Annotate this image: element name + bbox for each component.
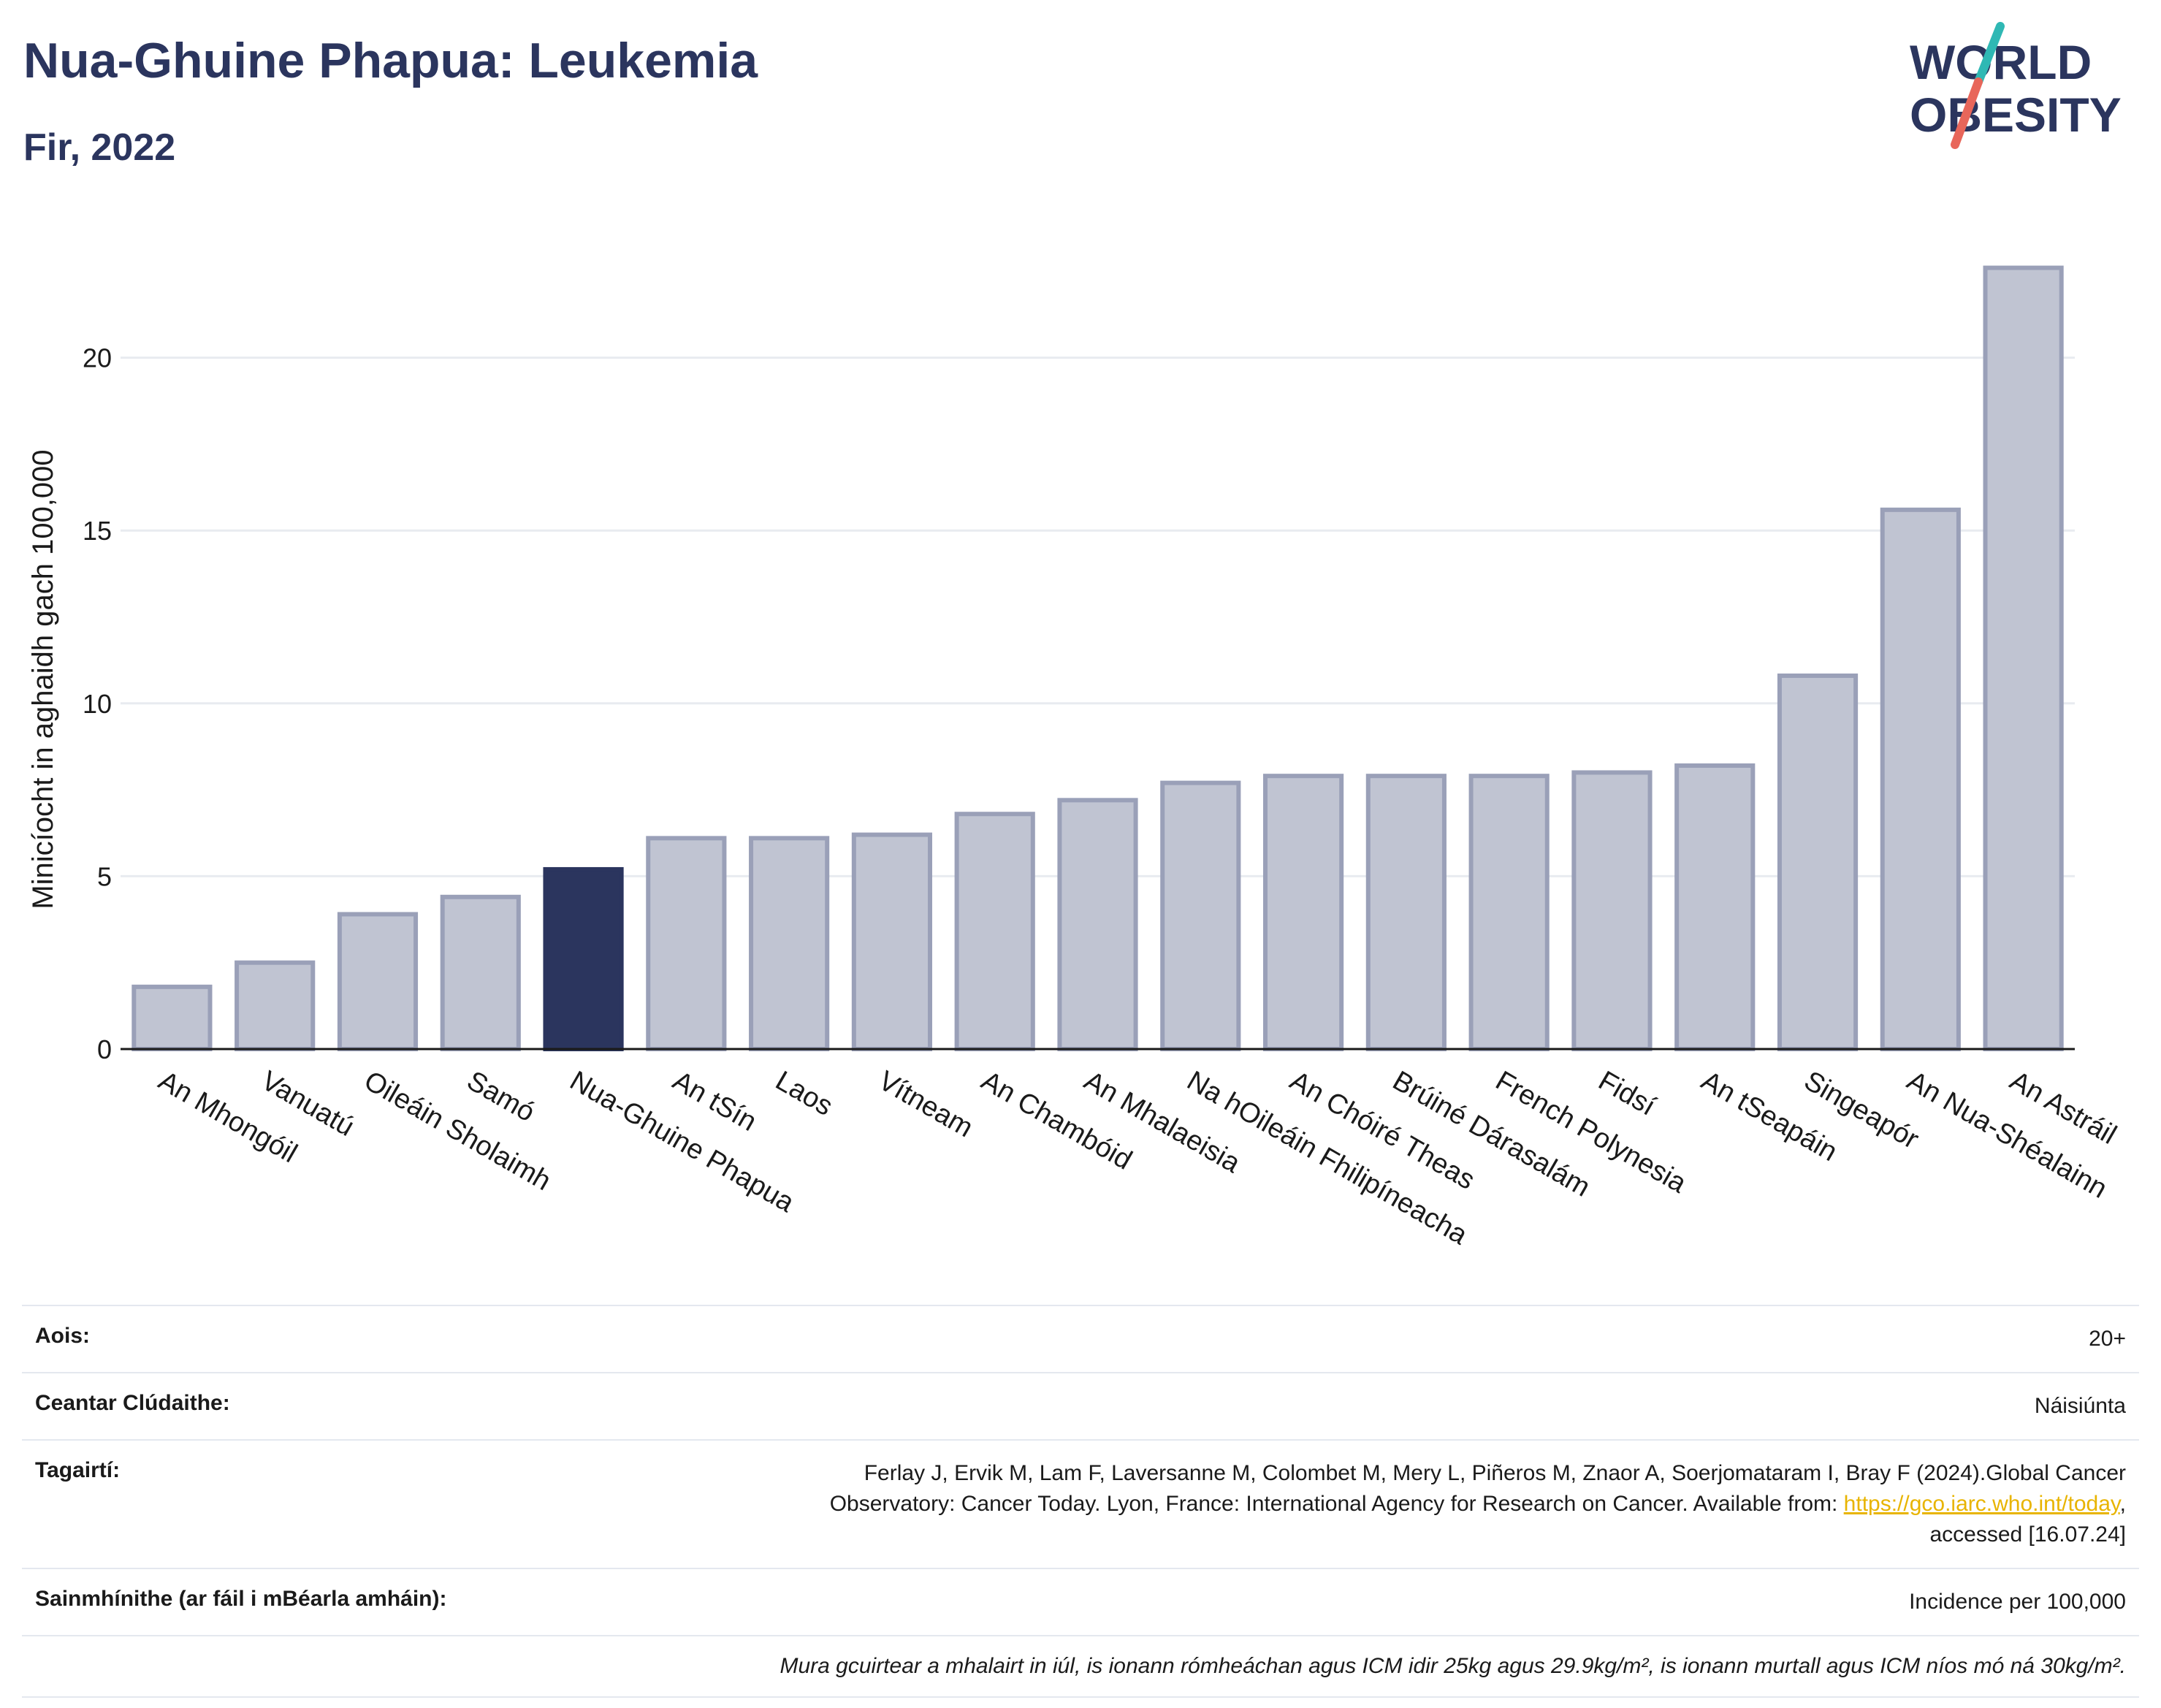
bar-samó[interactable] <box>440 894 521 1052</box>
y-tick-label: 0 <box>97 1034 112 1064</box>
bar-an-mhongóil[interactable] <box>132 984 213 1052</box>
x-tick-label: Oileáin Sholaimh <box>359 1065 556 1197</box>
y-axis-label: Minicíocht in aghaidh gach 100,000 <box>27 449 59 909</box>
bar-an-chambóid[interactable] <box>954 812 1035 1051</box>
references-line3: accessed [16.07.24] <box>1929 1522 2126 1547</box>
y-tick-label: 20 <box>83 343 112 373</box>
bars <box>132 265 2064 1052</box>
bar-na-hoileáin-fhilipíneacha[interactable] <box>1160 780 1241 1052</box>
meta-row-note: Mura gcuirtear a mhalairt in iúl, is ion… <box>22 1635 2139 1698</box>
bar-brúiné-dárasalám[interactable] <box>1365 774 1447 1051</box>
y-tick-label: 15 <box>83 516 112 546</box>
definitions-value: Incidence per 100,000 <box>574 1568 2139 1636</box>
meta-row-coverage: Ceantar Clúdaithe: Náisiúnta <box>22 1372 2139 1440</box>
bar-an-nua-shéalainn[interactable] <box>1880 507 1961 1051</box>
references-link[interactable]: https://gco.iarc.who.int/today <box>1843 1492 2120 1516</box>
references-label: Tagairtí: <box>22 1439 574 1568</box>
bar-an-chóiré-theas[interactable] <box>1262 774 1344 1051</box>
logo-text-world: WORLD <box>1910 35 2092 89</box>
y-tick-labels: 0 5 10 15 20 <box>83 343 112 1064</box>
bar-vanuatú[interactable] <box>235 960 316 1052</box>
metadata-table: Aois: 20+ Ceantar Clúdaithe: Náisiúnta T… <box>22 1305 2139 1698</box>
x-tick-label: Laos <box>770 1065 837 1122</box>
bar-an-astráil[interactable] <box>1983 265 2064 1051</box>
bar-laos[interactable] <box>749 836 830 1051</box>
coverage-value: Náisiúnta <box>574 1372 2139 1440</box>
meta-row-definitions: Sainmhínithe (ar fáil i mBéarla amháin):… <box>22 1568 2139 1636</box>
logo-slash-coral <box>1951 77 1983 149</box>
bar-oileáin-sholaimh[interactable] <box>337 912 419 1051</box>
coverage-label: Ceantar Clúdaithe: <box>22 1372 574 1440</box>
bar-an-mhalaeisia[interactable] <box>1057 798 1138 1051</box>
bar-an-tseapáin[interactable] <box>1674 763 1756 1052</box>
logo-slash-teal <box>1974 22 2005 86</box>
bar-nua-ghuine-phapua[interactable] <box>543 866 624 1051</box>
chart-title: Nua-Ghuine Phapua: Leukemia <box>23 33 758 88</box>
bar-singeapór[interactable] <box>1777 673 1859 1051</box>
bar-an-tsín[interactable] <box>646 836 727 1051</box>
age-value: 20+ <box>574 1305 2139 1373</box>
meta-row-references: Tagairtí: Ferlay J, Ervik M, Lam F, Lave… <box>22 1439 2139 1568</box>
chart-subtitle: Fir, 2022 <box>23 126 176 169</box>
references-value: Ferlay J, Ervik M, Lam F, Laversanne M, … <box>574 1439 2139 1568</box>
y-tick-label: 10 <box>83 689 112 719</box>
meta-row-age: Aois: 20+ <box>22 1305 2139 1373</box>
bmi-note: Mura gcuirtear a mhalairt in iúl, is ion… <box>22 1635 2139 1698</box>
bar-vítneam[interactable] <box>851 832 933 1051</box>
age-label: Aois: <box>22 1305 574 1373</box>
logo-text-obesity: OBESITY <box>1910 88 2122 142</box>
bar-fidsí[interactable] <box>1571 770 1653 1051</box>
world-obesity-logo: WORLD OBESITY <box>1910 22 2122 149</box>
references-line1: Ferlay J, Ervik M, Lam F, Laversanne M, … <box>864 1461 2126 1485</box>
x-tick-label: Fidsí <box>1593 1065 1661 1122</box>
x-tick-label: Vítneam <box>873 1065 978 1143</box>
references-line2: Observatory: Cancer Today. Lyon, France:… <box>829 1492 1844 1516</box>
x-tick-label: Samó <box>462 1065 540 1128</box>
y-tick-label: 5 <box>97 861 112 891</box>
definitions-label: Sainmhínithe (ar fáil i mBéarla amháin): <box>22 1568 574 1636</box>
bar-french-polynesia[interactable] <box>1468 774 1550 1051</box>
